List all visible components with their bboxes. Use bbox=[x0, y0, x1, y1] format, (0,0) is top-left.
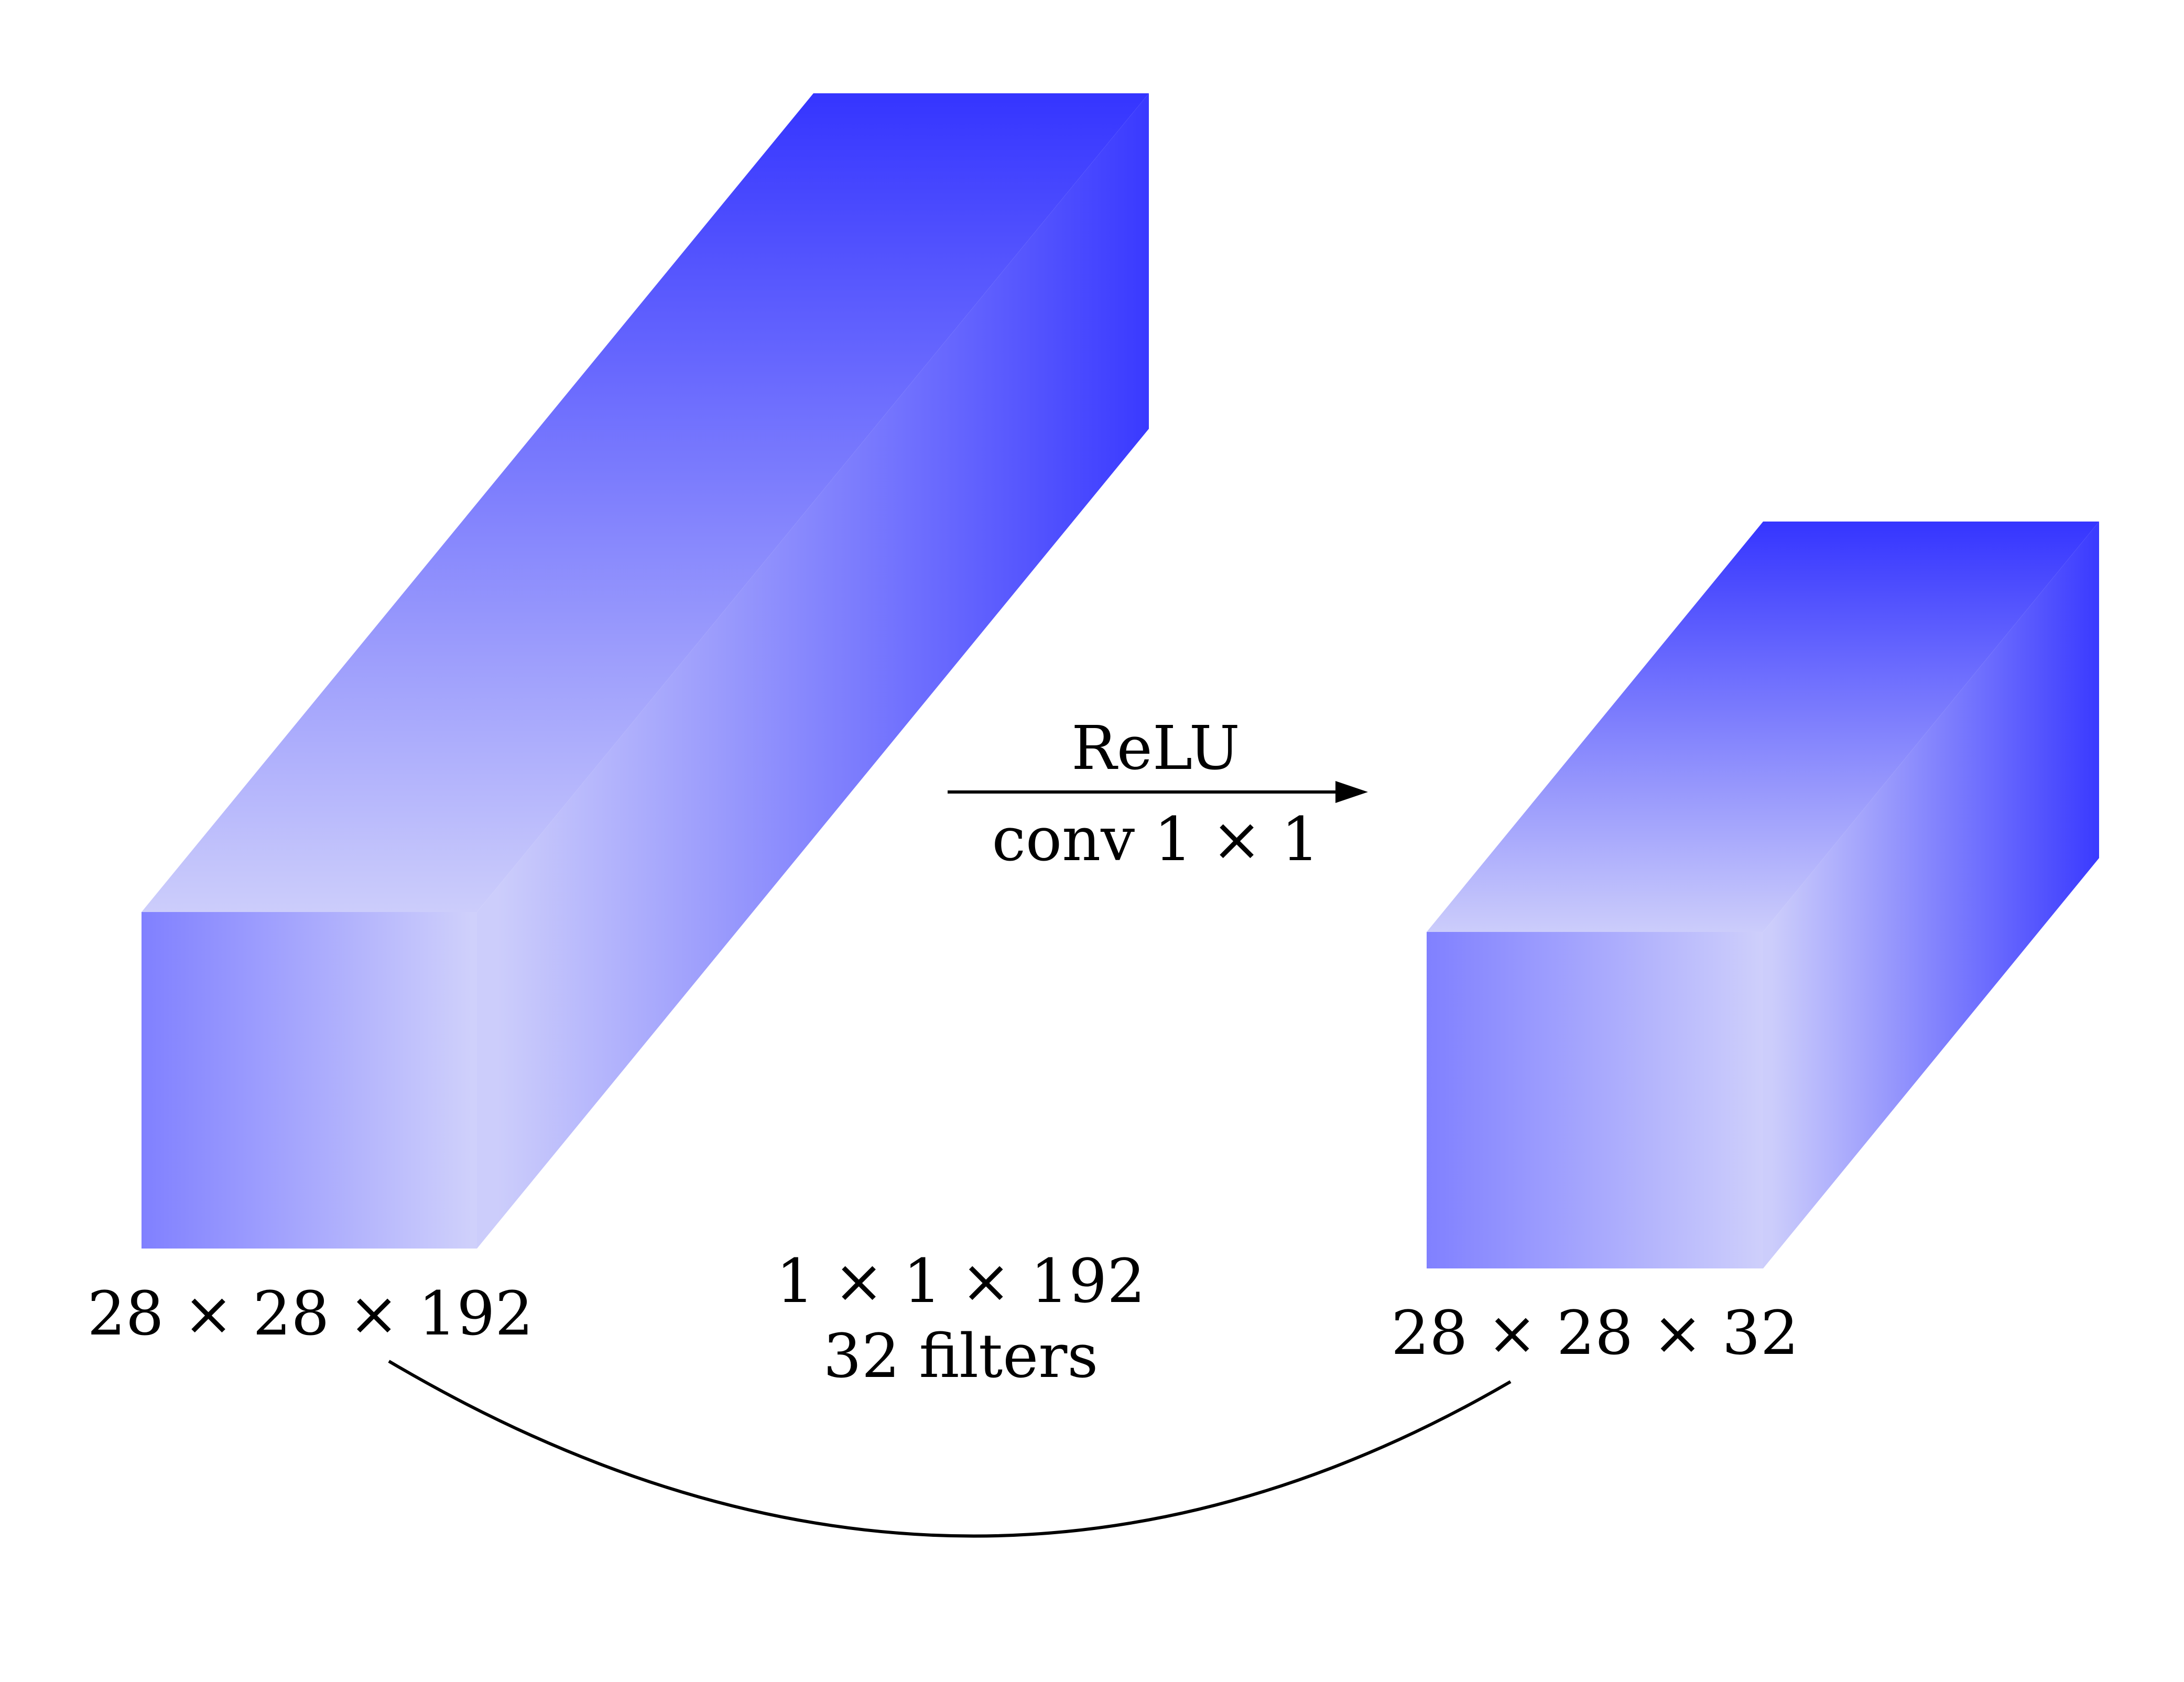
output-dims-label: 28 × 28 × 32 bbox=[1391, 1298, 1799, 1369]
input-volume bbox=[142, 93, 1149, 1249]
filter-count-label: 32 filters bbox=[823, 1321, 1099, 1392]
relu-conv-arrow bbox=[948, 781, 1368, 803]
input-volume-side-face bbox=[477, 93, 1149, 1249]
input-dims-label: 28 × 28 × 192 bbox=[87, 1279, 533, 1349]
output-volume-top-face bbox=[1427, 522, 2099, 932]
arrow-bottom-label: conv 1 × 1 bbox=[992, 805, 1319, 875]
arrow-top-label: ReLU bbox=[1071, 713, 1240, 784]
output-volume-front-face bbox=[1427, 932, 1763, 1268]
output-volume-side-face bbox=[1763, 522, 2099, 1268]
input-volume-top-face bbox=[142, 93, 1149, 912]
input-volume-front-face bbox=[142, 912, 477, 1249]
filter-shape-label: 1 × 1 × 192 bbox=[776, 1246, 1146, 1317]
output-volume bbox=[1427, 522, 2099, 1268]
connection-arc bbox=[388, 1360, 1512, 1538]
arrow-head bbox=[1335, 781, 1368, 803]
